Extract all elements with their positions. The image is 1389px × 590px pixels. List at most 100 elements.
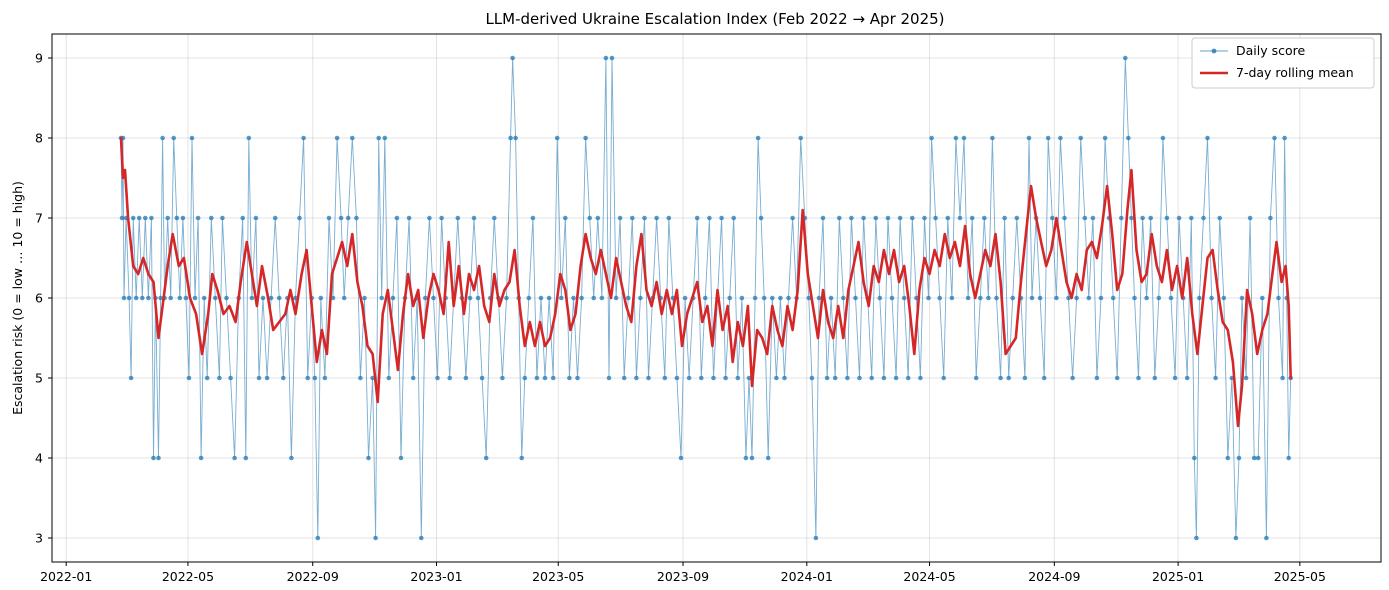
daily-score-point [268, 295, 274, 301]
daily-score-point [149, 215, 154, 221]
daily-score-point [790, 215, 795, 221]
daily-score-point [1213, 375, 1218, 381]
daily-score-point [379, 295, 385, 301]
daily-score-point [1160, 135, 1166, 141]
daily-score-point [243, 455, 249, 461]
daily-score-point [1197, 295, 1202, 301]
daily-score-point [1045, 135, 1051, 141]
daily-score-point [513, 135, 518, 141]
daily-score-point [1225, 455, 1231, 461]
daily-score-point [232, 455, 237, 461]
daily-score-point [926, 295, 931, 301]
daily-score-point [583, 135, 588, 141]
daily-score-point [198, 455, 204, 461]
daily-score-point [246, 135, 252, 141]
daily-score-point [949, 295, 955, 301]
daily-score-point [479, 375, 485, 381]
daily-score-point [1029, 295, 1035, 301]
daily-score-point [1010, 295, 1015, 301]
daily-score-point [1156, 295, 1162, 301]
daily-score-point [136, 215, 142, 221]
daily-score-point [606, 375, 612, 381]
daily-score-point [1243, 375, 1249, 381]
daily-score-point [338, 215, 344, 221]
daily-score-point [1268, 215, 1273, 221]
daily-score-point [723, 375, 728, 381]
daily-score-point [1272, 135, 1277, 141]
daily-score-point [567, 375, 572, 381]
daily-score-point [1058, 135, 1063, 141]
daily-score-point [674, 375, 680, 381]
daily-score-point [256, 375, 262, 381]
daily-score-point [435, 375, 440, 381]
daily-score-point [630, 215, 635, 221]
daily-score-point [217, 375, 222, 381]
daily-score-point [1280, 375, 1285, 381]
y-tick-label: 3 [35, 531, 43, 546]
daily-score-point [686, 375, 692, 381]
daily-score-point [1192, 455, 1197, 461]
daily-score-point [276, 295, 282, 301]
x-tick-label: 2024-01 [781, 569, 833, 584]
daily-score-point [595, 215, 601, 221]
rolling-mean-layer [119, 136, 1292, 428]
daily-score-layer [118, 55, 1293, 541]
daily-score-point [849, 215, 854, 221]
daily-score-point [1037, 295, 1043, 301]
daily-score-point [746, 375, 752, 381]
daily-score-point [398, 455, 404, 461]
daily-score-point [922, 215, 927, 221]
daily-score-point [1209, 295, 1214, 301]
daily-score-point [373, 535, 378, 541]
daily-score-point [492, 215, 497, 221]
daily-score-point [386, 375, 392, 381]
x-tick-label: 2023-01 [410, 569, 462, 584]
daily-score-point [165, 215, 170, 221]
daily-score-point [358, 375, 363, 381]
daily-score-point [990, 135, 995, 141]
daily-score-point [749, 455, 755, 461]
daily-score-point [382, 135, 388, 141]
daily-score-point [376, 135, 382, 141]
daily-score-point [281, 375, 286, 381]
x-tick-label: 2023-05 [532, 569, 584, 584]
daily-score-point [249, 295, 255, 301]
daily-score-point [969, 215, 975, 221]
daily-score-point [731, 215, 736, 221]
daily-score-point [220, 215, 225, 221]
y-axis-ticks: 3 4 5 6 7 8 9 [35, 51, 52, 546]
daily-score-point [571, 295, 576, 301]
daily-score-point [177, 295, 183, 301]
daily-score-point [192, 295, 198, 301]
daily-score-point [1126, 135, 1131, 141]
daily-score-point [699, 375, 704, 381]
daily-score-point [1070, 375, 1075, 381]
legend: Daily score 7-day rolling mean [1191, 37, 1375, 89]
daily-score-point [1014, 215, 1020, 221]
daily-score-point [778, 295, 783, 301]
daily-score-point [820, 215, 826, 221]
daily-score-point [982, 215, 987, 221]
daily-score-point [765, 455, 771, 461]
daily-score-point [272, 215, 278, 221]
daily-score-point [824, 375, 830, 381]
daily-score-point [183, 295, 189, 301]
daily-score-point [711, 375, 716, 381]
daily-score-point [1189, 215, 1194, 221]
daily-score-point [786, 295, 791, 301]
daily-score-point [961, 135, 967, 141]
daily-score-point [889, 295, 895, 301]
daily-score-point [1276, 295, 1281, 301]
daily-score-point [130, 215, 136, 221]
daily-score-point [857, 375, 862, 381]
daily-score-point [1090, 215, 1096, 221]
daily-score-point [774, 375, 779, 381]
daily-score-point [447, 375, 453, 381]
daily-score-point [160, 135, 165, 141]
daily-score-point [455, 215, 461, 221]
x-tick-label: 2022-05 [162, 569, 214, 584]
x-tick-label: 2022-09 [287, 569, 339, 584]
daily-score-point [201, 295, 207, 301]
daily-score-point [406, 215, 412, 221]
